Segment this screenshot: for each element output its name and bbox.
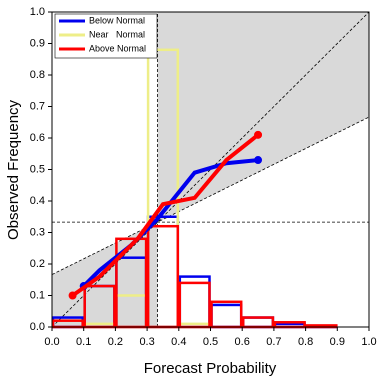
x-tick-label: 0.6 — [235, 336, 250, 348]
legend-label: Below Normal — [89, 15, 145, 25]
y-tick-label: 1.0 — [30, 6, 45, 18]
histogram-bar — [241, 316, 275, 329]
y-tick-label: 0.7 — [30, 100, 45, 112]
y-tick-label: 0.9 — [30, 37, 45, 49]
perfect-reliability-line — [51, 11, 370, 328]
x-tick-label: 0.2 — [108, 336, 123, 348]
histogram-bar — [178, 275, 211, 329]
y-tick-label: 0.0 — [30, 321, 45, 333]
x-tick-label: 0.0 — [44, 336, 59, 348]
x-tick-label: 0.8 — [298, 336, 313, 348]
y-tick-label: 0.1 — [30, 289, 45, 301]
reliability-curve — [71, 133, 260, 298]
histogram-bar — [210, 303, 243, 329]
x-tick-label: 0.1 — [76, 336, 91, 348]
y-tick-label: 0.8 — [30, 69, 45, 81]
curve-point — [68, 291, 77, 300]
x-tick-label: 0.7 — [266, 336, 281, 348]
curve-point — [254, 156, 263, 165]
curve-point — [254, 130, 263, 139]
y-tick-label: 0.6 — [30, 132, 45, 144]
no-skill-line — [51, 116, 370, 275]
histogram-bar — [241, 316, 275, 329]
x-tick-label: 0.3 — [139, 336, 154, 348]
y-tick-label: 0.2 — [30, 258, 45, 270]
y-tick-label: 0.5 — [30, 163, 45, 175]
histogram-bar — [178, 281, 211, 329]
x-tick-label: 1.0 — [361, 336, 376, 348]
x-axis-label: Forecast Probability — [144, 360, 277, 377]
y-axis-label: Observed Frequency — [5, 99, 22, 240]
y-tick-label: 0.3 — [30, 226, 45, 238]
x-tick-label: 0.4 — [171, 336, 186, 348]
y-tick-label: 0.4 — [30, 195, 45, 207]
legend-label: Above Normal — [89, 43, 146, 53]
legend-label: Near Normal — [89, 29, 145, 39]
x-tick-label: 0.9 — [330, 336, 345, 348]
x-tick-label: 0.5 — [203, 336, 218, 348]
